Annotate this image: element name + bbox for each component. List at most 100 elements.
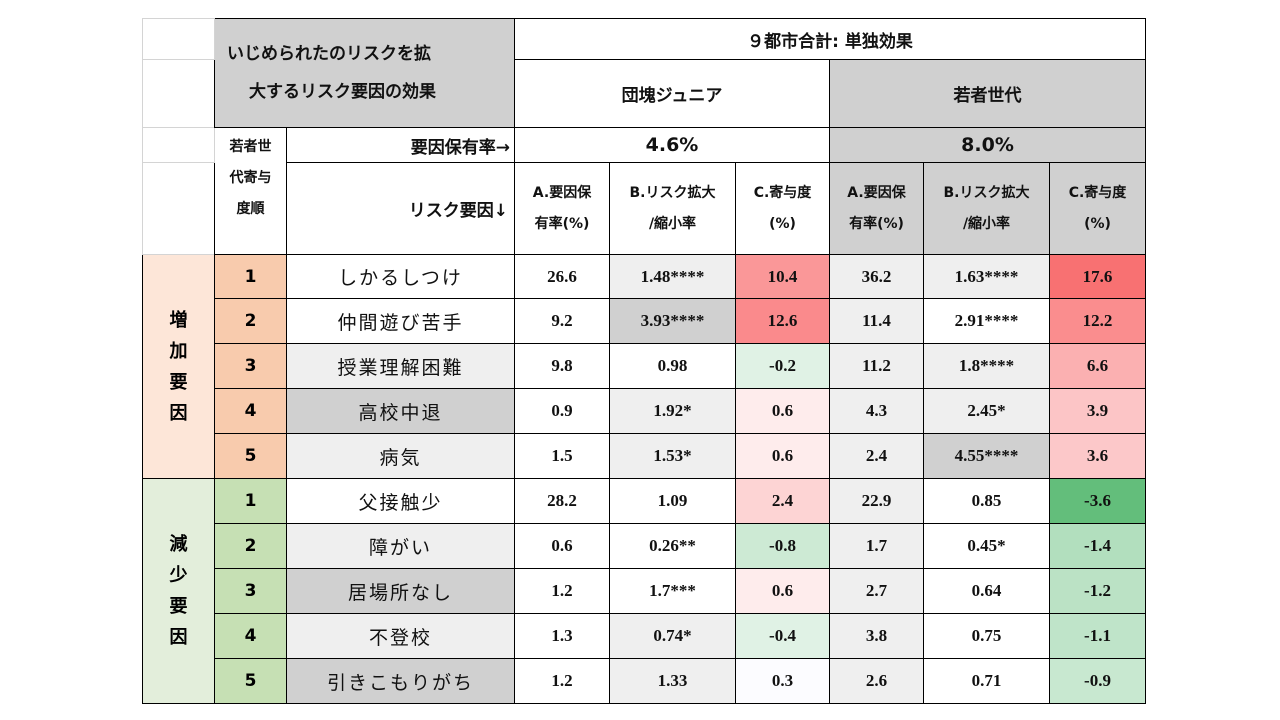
rank-cell: 3 [214,343,287,389]
group2-risk-ratio: 0.64 [923,568,1050,614]
rank-cell: 3 [214,568,287,614]
group1-rate: 4.6% [514,127,830,163]
blank-cell [142,162,215,255]
col-c2-header: C.寄与度 (%) [1048,162,1147,255]
group2-risk-ratio: 0.85 [923,478,1050,524]
table-row: 5 病気 1.5 1.53* 0.6 2.4 4.55**** 3.6 [143,433,1147,479]
group2-prevalence: 11.2 [829,343,924,389]
group1-name: 団塊ジュニア [514,59,830,128]
group2-contribution: -1.2 [1048,568,1147,614]
factor-name: 高校中退 [286,388,515,434]
group1-risk-ratio: 0.98 [609,343,736,389]
top-header: ９都市合計: 単独効果 [513,18,1147,60]
group1-risk-ratio: 0.26** [609,523,736,569]
table-row: 2 仲間遊び苦手 9.2 3.93**** 12.6 11.4 2.91**** 12.2 [143,298,1147,344]
corner-title: いじめられたのリスクを拡 大するリスク要因の効果 [214,18,515,128]
factor-name: 居場所なし [286,568,515,614]
group1-risk-ratio: 0.74* [609,613,736,659]
table-row: 5 引きこもりがち 1.2 1.33 0.3 2.6 0.71 -0.9 [143,658,1147,704]
group1-risk-ratio: 1.33 [609,658,736,704]
rank-cell: 2 [214,298,287,344]
group2-risk-ratio: 2.91**** [923,298,1050,344]
group2-contribution: -0.9 [1048,658,1147,704]
group2-prevalence: 36.2 [829,254,924,299]
col-b1-header: B.リスク拡大/縮小率 [609,162,736,255]
rank-cell: 4 [214,613,287,659]
group1-contribution: -0.8 [735,523,830,569]
group2-contribution: -1.1 [1048,613,1147,659]
col-a1-header: A.要因保 有率(%) [514,162,610,255]
group2-contribution: 17.6 [1048,254,1147,299]
group1-contribution: 2.4 [735,478,830,524]
factor-name: 引きこもりがち [286,658,515,704]
group1-contribution: 0.3 [735,658,830,704]
factor-name: 不登校 [286,613,515,659]
group2-prevalence: 2.6 [829,658,924,704]
increase-group-label: 増加要因 [142,254,215,479]
rank-cell: 1 [214,254,287,299]
factor-label: リスク要因↓ [286,162,515,255]
blank-cell [142,18,215,60]
group1-prevalence: 0.6 [514,523,610,569]
group1-risk-ratio: 3.93**** [609,298,736,344]
group2-risk-ratio: 0.75 [923,613,1050,659]
group1-prevalence: 9.8 [514,343,610,389]
group1-risk-ratio: 1.09 [609,478,736,524]
group2-risk-ratio: 1.8**** [923,343,1050,389]
group2-prevalence: 2.4 [829,433,924,479]
table-row: 4 不登校 1.3 0.74* -0.4 3.8 0.75 -1.1 [143,613,1147,659]
rank-header: 若者世 代寄与 度順 [214,127,287,255]
group2-risk-ratio: 0.45* [923,523,1050,569]
table-row: 3 授業理解困難 9.8 0.98 -0.2 11.2 1.8**** 6.6 [143,343,1147,389]
group2-name: 若者世代 [828,59,1147,128]
table-row: 減少要因 1 父接触少 28.2 1.09 2.4 22.9 0.85 -3.6 [142,478,1147,704]
group2-rate: 8.0% [828,127,1147,163]
group1-prevalence: 28.2 [514,478,610,524]
table-row: 2 障がい 0.6 0.26** -0.8 1.7 0.45* -1.4 [143,523,1147,569]
col-a2-header: A.要因保 有率(%) [829,162,924,255]
col-b2-header: B.リスク拡大/縮小率 [923,162,1050,255]
group2-prevalence: 1.7 [829,523,924,569]
table-row: 4 高校中退 0.9 1.92* 0.6 4.3 2.45* 3.9 [143,388,1147,434]
group2-contribution: 3.6 [1048,433,1147,479]
group1-risk-ratio: 1.7*** [609,568,736,614]
factor-name: 病気 [286,433,515,479]
group1-prevalence: 9.2 [514,298,610,344]
group1-contribution: 0.6 [735,433,830,479]
group1-contribution: 0.6 [735,388,830,434]
group2-prevalence: 3.8 [829,613,924,659]
group1-contribution: -0.4 [735,613,830,659]
group2-risk-ratio: 2.45* [923,388,1050,434]
rank-cell: 5 [214,433,287,479]
group2-contribution: -1.4 [1048,523,1147,569]
group2-prevalence: 22.9 [829,478,924,524]
risk-factor-table: いじめられたのリスクを拡 大するリスク要因の効果 ９都市合計: 単独効果 団塊ジ… [142,18,1147,704]
group2-risk-ratio: 1.63**** [923,254,1050,299]
rank-cell: 1 [214,478,287,524]
group2-contribution: 12.2 [1048,298,1147,344]
factor-name: 父接触少 [286,478,515,524]
group2-prevalence: 11.4 [829,298,924,344]
group1-contribution: 0.6 [735,568,830,614]
group1-contribution: -0.2 [735,343,830,389]
group2-risk-ratio: 4.55**** [923,433,1050,479]
factor-name: 仲間遊び苦手 [286,298,515,344]
factor-name: 障がい [286,523,515,569]
group1-risk-ratio: 1.92* [609,388,736,434]
group1-prevalence: 1.2 [514,658,610,704]
group1-prevalence: 1.3 [514,613,610,659]
group2-prevalence: 4.3 [829,388,924,434]
group2-contribution: -3.6 [1048,478,1147,524]
group2-contribution: 3.9 [1048,388,1147,434]
table-row: 3 居場所なし 1.2 1.7*** 0.6 2.7 0.64 -1.2 [143,568,1147,614]
group1-prevalence: 1.2 [514,568,610,614]
group1-risk-ratio: 1.53* [609,433,736,479]
factor-name: 授業理解困難 [286,343,515,389]
col-c1-header: C.寄与度 (%) [735,162,830,255]
group1-prevalence: 1.5 [514,433,610,479]
rank-cell: 5 [214,658,287,704]
table-row: 増加要因 1 しかるしつけ 26.6 1.48**** 10.4 36.2 1.63**** 1… [142,254,1147,479]
group2-prevalence: 2.7 [829,568,924,614]
group1-prevalence: 26.6 [514,254,610,299]
rank-cell: 2 [214,523,287,569]
